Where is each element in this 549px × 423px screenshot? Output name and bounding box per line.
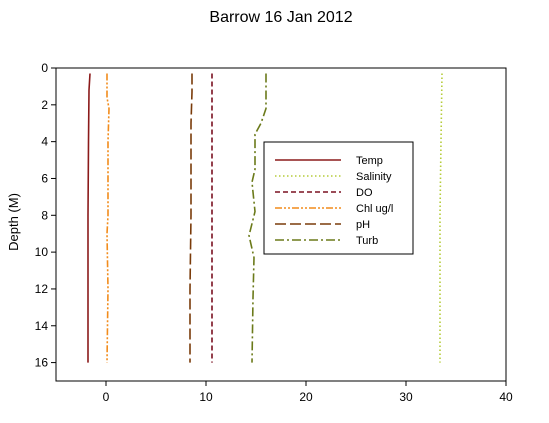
x-axis: 0 10 20 30 40	[103, 381, 513, 404]
legend: Temp Salinity DO Chl ug/l pH Turb	[263, 141, 414, 255]
series-line-ph	[189, 73, 193, 363]
legend-label: DO	[356, 187, 373, 199]
y-tick-label: 0	[41, 61, 48, 75]
series-line-turb	[248, 73, 267, 363]
y-tick-label: 4	[41, 135, 48, 149]
series-line-chl-ug-l	[106, 73, 110, 363]
y-tick-label: 6	[41, 171, 48, 185]
x-tick-label: 40	[499, 390, 513, 404]
legend-label: Turb	[356, 235, 378, 247]
y-tick-label: 8	[41, 208, 48, 222]
x-tick-label: 0	[103, 390, 110, 404]
y-tick-label: 16	[35, 356, 49, 370]
legend-label: Salinity	[356, 171, 392, 183]
plot-frame	[55, 67, 507, 382]
series-line-salinity	[439, 73, 443, 363]
legend-box	[263, 141, 414, 255]
y-tick-label: 12	[35, 282, 49, 296]
y-axis-label: Depth (M)	[6, 193, 21, 251]
x-tick-label: 10	[199, 390, 213, 404]
legend-label: Temp	[356, 155, 383, 167]
x-tick-label: 30	[399, 390, 413, 404]
x-tick-label: 20	[299, 390, 313, 404]
y-tick-label: 2	[41, 98, 48, 112]
y-tick-label: 14	[35, 319, 49, 333]
legend-label: pH	[356, 219, 370, 231]
series-line-temp	[87, 73, 91, 363]
y-axis: 0 2 4 6 8 10 12 14 16	[35, 61, 56, 370]
legend-label: Chl ug/l	[356, 203, 393, 215]
chart-title: Barrow 16 Jan 2012	[209, 9, 352, 26]
series-layer	[87, 73, 443, 363]
legend-entries: Temp Salinity DO Chl ug/l pH Turb	[275, 155, 393, 247]
y-tick-label: 10	[35, 245, 49, 259]
